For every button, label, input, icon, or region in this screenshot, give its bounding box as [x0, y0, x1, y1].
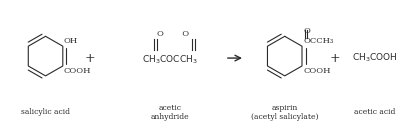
Text: salicylic acid: salicylic acid — [21, 108, 70, 116]
Text: +: + — [328, 52, 339, 65]
Text: +: + — [85, 52, 95, 65]
Text: acetic acid: acetic acid — [353, 108, 394, 116]
Text: O       O: O O — [157, 30, 189, 38]
Text: OH: OH — [64, 37, 78, 45]
Text: O: O — [303, 27, 310, 35]
Text: acetic
anhydride: acetic anhydride — [151, 104, 189, 121]
Text: OCCH₃: OCCH₃ — [303, 37, 333, 45]
Text: COOH: COOH — [64, 67, 91, 75]
Text: COOH: COOH — [303, 67, 330, 75]
Text: $\mathsf{CH_3COCCH_3}$: $\mathsf{CH_3COCCH_3}$ — [142, 54, 198, 66]
Text: aspirin
(acetyl salicylate): aspirin (acetyl salicylate) — [250, 104, 318, 121]
Text: $\mathsf{CH_3COOH}$: $\mathsf{CH_3COOH}$ — [351, 52, 396, 64]
